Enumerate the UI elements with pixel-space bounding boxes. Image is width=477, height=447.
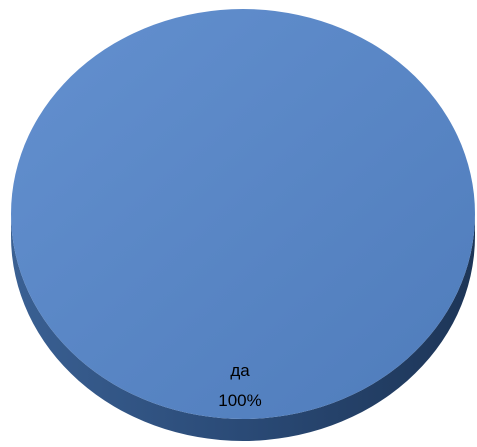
pie-slice-da	[11, 9, 475, 419]
slice-label-value: 100%	[218, 391, 261, 410]
slice-label-name: да	[230, 361, 250, 380]
pie-slice-group	[11, 9, 475, 441]
pie-slice-label: да 100%	[218, 361, 261, 410]
